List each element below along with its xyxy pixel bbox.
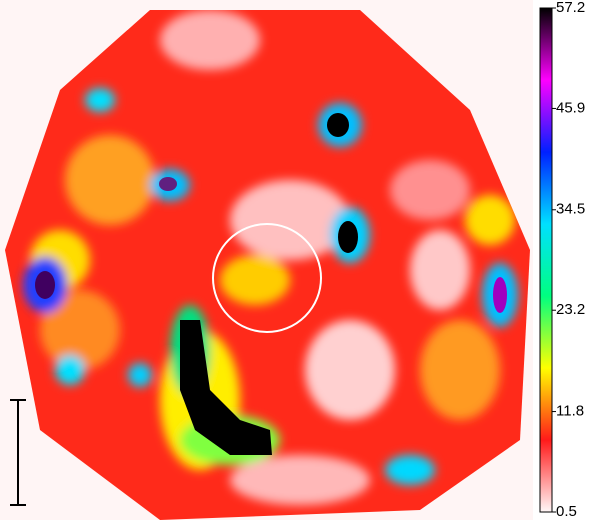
intensity-map bbox=[5, 10, 530, 520]
peak bbox=[327, 113, 349, 137]
scale-bar bbox=[10, 399, 26, 506]
peak bbox=[159, 177, 177, 191]
peak bbox=[493, 277, 507, 313]
peak bbox=[338, 221, 358, 253]
colorbar-tick-label: 23.2 bbox=[556, 301, 585, 318]
colorbar-tick-label: 0.5 bbox=[556, 503, 577, 520]
colorbar: 0.5 11.8 23.2 34.5 45.9 57.2 bbox=[539, 0, 585, 520]
aperture-circle bbox=[212, 223, 322, 333]
peak bbox=[35, 271, 55, 299]
colorbar-tick-label: 11.8 bbox=[556, 403, 584, 420]
colorbar-tick-label: 45.9 bbox=[556, 99, 585, 116]
colorbar-scale bbox=[539, 7, 553, 513]
colorbar-tick-label: 34.5 bbox=[556, 201, 585, 218]
peak bbox=[180, 320, 272, 455]
colorbar-tick-label: 57.2 bbox=[556, 0, 585, 16]
